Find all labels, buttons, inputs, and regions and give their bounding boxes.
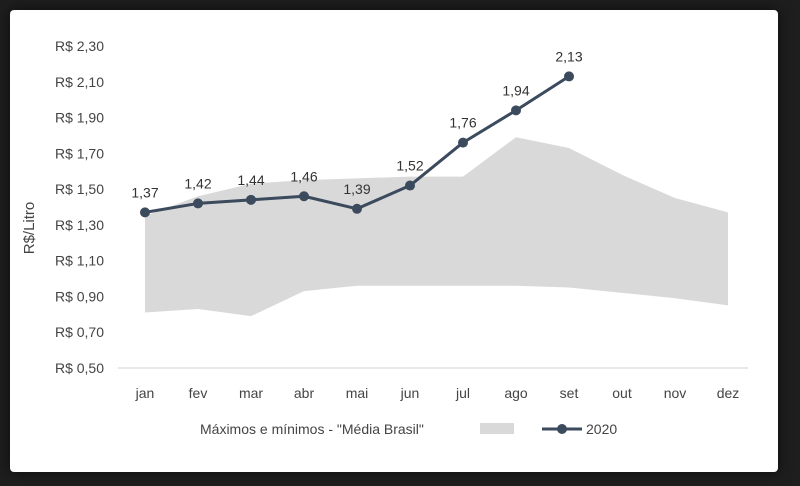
price-chart: R$ 0,50 R$ 0,70 R$ 0,90 R$ 1,10 R$ 1,30 R$ 1,… <box>21 38 748 437</box>
data-point <box>511 105 521 116</box>
y-tick-label: R$ 1,30 <box>55 217 104 233</box>
data-label: 1,44 <box>237 172 264 188</box>
data-point <box>405 180 415 191</box>
y-tick-label: R$ 2,30 <box>55 38 104 54</box>
y-tick-label: R$ 0,70 <box>55 324 104 340</box>
data-label: 2,13 <box>555 48 582 64</box>
min-max-band <box>145 137 728 317</box>
data-point <box>140 207 150 218</box>
y-tick-label: R$ 1,10 <box>55 253 104 269</box>
legend-band-swatch <box>480 423 514 434</box>
data-point <box>193 198 203 209</box>
y-tick-label: R$ 0,90 <box>55 288 104 304</box>
y-tick-label: R$ 0,50 <box>55 360 104 376</box>
x-tick-label: abr <box>294 385 315 401</box>
x-tick-label: jan <box>135 385 155 401</box>
x-tick-label: out <box>612 385 632 401</box>
data-label: 1,46 <box>290 168 317 184</box>
data-point <box>564 71 574 82</box>
data-point <box>299 191 309 202</box>
data-label: 1,39 <box>343 181 370 197</box>
data-point <box>246 194 256 205</box>
data-label: 1,37 <box>131 184 158 200</box>
data-point <box>352 203 362 214</box>
x-tick-label: fev <box>189 385 208 401</box>
data-label: 1,42 <box>184 175 211 191</box>
data-label: 1,52 <box>396 158 423 174</box>
x-tick-label: jun <box>400 385 420 401</box>
y-tick-label: R$ 2,10 <box>55 74 104 90</box>
data-label: 1,94 <box>502 82 529 98</box>
data-label: 1,76 <box>449 115 476 131</box>
x-tick-label: ago <box>504 385 528 401</box>
y-axis-label: R$/Litro <box>21 202 38 255</box>
data-point <box>458 137 468 148</box>
legend-line-marker <box>557 424 567 434</box>
x-tick-label: mai <box>346 385 369 401</box>
x-tick-label: jul <box>455 385 470 401</box>
y-tick-label: R$ 1,70 <box>55 145 104 161</box>
chart-card: R$ 0,50 R$ 0,70 R$ 0,90 R$ 1,10 R$ 1,30 R$ 1,… <box>10 10 778 472</box>
x-tick-label: set <box>560 385 579 401</box>
x-tick-label: dez <box>717 385 740 401</box>
legend-series-label: 2020 <box>586 421 617 437</box>
x-tick-label: mar <box>239 385 263 401</box>
legend-band-label: Máximos e mínimos - "Média Brasil" <box>200 421 424 437</box>
y-tick-label: R$ 1,90 <box>55 110 104 126</box>
y-tick-label: R$ 1,50 <box>55 181 104 197</box>
x-tick-label: nov <box>664 385 687 401</box>
